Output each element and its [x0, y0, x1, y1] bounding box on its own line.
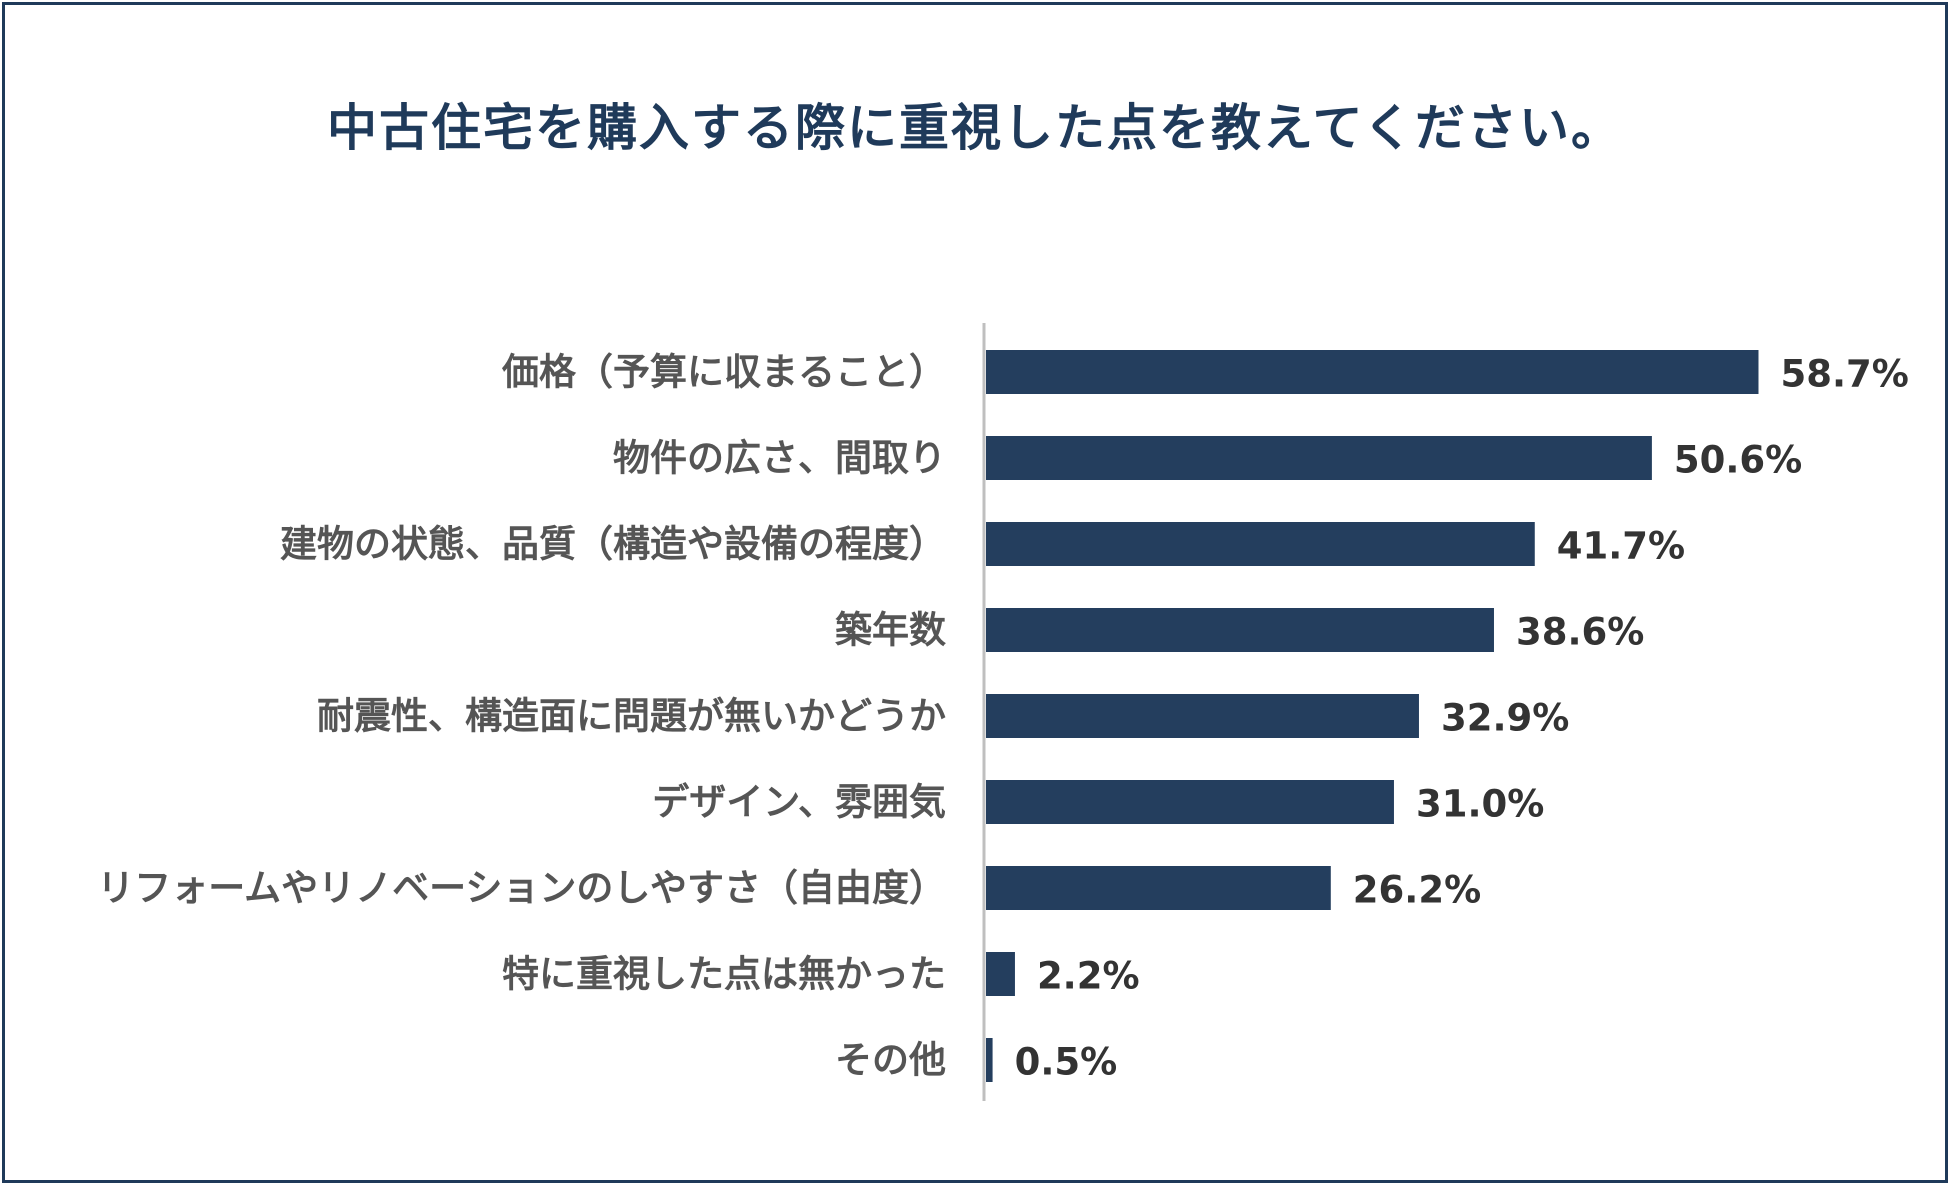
- category-label: デザイン、雰囲気: [652, 781, 946, 824]
- bar: [986, 522, 1535, 566]
- category-label: 建物の状態、品質（構造や設備の程度）: [280, 523, 946, 566]
- category-label: その他: [835, 1039, 946, 1082]
- value-label: 31.0%: [1416, 783, 1544, 826]
- bar: [986, 1038, 993, 1082]
- category-label: リフォームやリノベーションのしやすさ（自由度）: [97, 867, 946, 910]
- category-label: 価格（予算に収まること）: [501, 351, 946, 394]
- value-label: 38.6%: [1516, 611, 1644, 654]
- bar: [986, 866, 1331, 910]
- category-label: 築年数: [835, 609, 946, 652]
- value-label: 58.7%: [1780, 353, 1908, 396]
- value-label: 50.6%: [1674, 439, 1802, 482]
- category-label: 物件の広さ、間取り: [613, 437, 946, 480]
- bar: [986, 780, 1394, 824]
- chart-title: 中古住宅を購入する際に重視した点を教えてください。: [327, 99, 1623, 157]
- category-label: 耐震性、構造面に問題が無いかどうか: [317, 695, 946, 738]
- category-label: 特に重視した点は無かった: [502, 953, 946, 996]
- bar: [986, 436, 1652, 480]
- value-label: 32.9%: [1441, 697, 1569, 740]
- bar: [986, 694, 1419, 738]
- value-label: 41.7%: [1557, 525, 1685, 568]
- bar: [986, 952, 1015, 996]
- bar: [986, 608, 1494, 652]
- bar: [986, 350, 1759, 394]
- value-label: 26.2%: [1353, 869, 1481, 912]
- value-label: 2.2%: [1037, 955, 1140, 998]
- value-label: 0.5%: [1015, 1041, 1118, 1084]
